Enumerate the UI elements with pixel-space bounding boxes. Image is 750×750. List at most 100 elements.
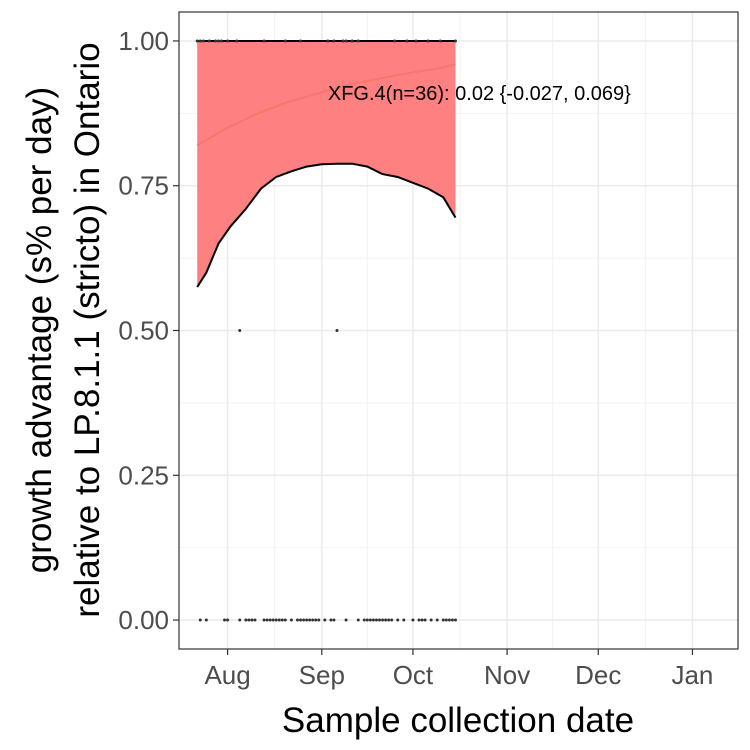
observation-point [299,39,303,43]
observation-point [371,618,375,622]
observation-point [204,618,208,622]
observation-point [429,618,433,622]
observation-point [268,618,272,622]
y-axis-ticks: 0.00 0.25 0.50 0.75 1.00 [118,26,179,635]
observation-point [247,618,251,622]
observation-point [414,39,418,43]
observation-point [289,618,293,622]
x-axis-title: Sample collection date [282,701,634,740]
observation-point [411,618,415,622]
observation-point [420,618,424,622]
observation-point [311,618,315,622]
y-tick-label: 0.00 [118,605,169,635]
observation-point [244,618,248,622]
x-tick-label: Nov [484,660,530,690]
observation-point [198,618,202,622]
observation-point [393,39,397,43]
observation-point [238,329,242,332]
observation-point [356,618,360,622]
y-tick-label: 1.00 [118,26,169,56]
observation-point [329,618,333,622]
observation-point [265,618,269,622]
observation-point [253,618,257,622]
observation-point [277,618,281,622]
observation-point [302,618,306,622]
observation-point [405,39,409,43]
fitted-proportion-line [196,63,456,147]
observation-point [280,618,284,622]
observation-point [274,618,278,622]
observation-point [402,618,406,622]
observation-point [341,39,345,43]
x-axis-ticks: Aug Sep Oct Nov Dec Jan [204,649,713,690]
observation-point [308,618,312,622]
observation-point [368,618,372,622]
x-tick-label: Jan [671,660,713,690]
observation-point [447,618,451,622]
observation-point [362,618,366,622]
observation-point [220,39,224,43]
observation-point [283,39,287,43]
observation-point [438,39,442,43]
observation-point [365,618,369,622]
observation-point [444,618,448,622]
y-tick-label: 0.25 [118,460,169,490]
observation-point [381,618,385,622]
observation-point [417,618,421,622]
observation-point [387,618,391,622]
observation-point [441,618,445,622]
observation-point [453,39,457,43]
observation-point [207,39,211,43]
observation-point [226,39,230,43]
observation-point [213,39,217,43]
x-tick-label: Sep [299,660,345,690]
observation-point [323,618,327,622]
observation-point [317,618,321,622]
observation-point [332,39,336,43]
observation-point [384,618,388,622]
observation-point [350,39,354,43]
x-tick-label: Dec [575,660,621,690]
observation-point [435,618,439,622]
observation-point [250,618,254,622]
observation-point [314,618,318,622]
observation-points [195,39,457,622]
observation-point [390,618,394,622]
y-axis-title-line-2: relative to LP.8.1.1 (stricto) in Ontari… [68,42,107,617]
observation-point [299,618,303,622]
observation-point [396,618,400,622]
observation-point [195,39,199,43]
observation-point [235,39,239,43]
observation-point [271,618,275,622]
y-tick-label: 0.50 [118,316,169,346]
observation-point [226,618,230,622]
observation-point [305,618,309,622]
observation-point [238,618,242,622]
observation-point [216,39,220,43]
observation-point [344,39,348,43]
y-tick-label: 0.75 [118,171,169,201]
observation-point [426,39,430,43]
observation-point [326,39,330,43]
observation-point [198,39,202,43]
observation-point [378,618,382,622]
observation-point [283,618,287,622]
observation-point [344,618,348,622]
x-tick-label: Oct [393,660,434,690]
observation-point [295,618,299,622]
observation-point [335,329,339,332]
observation-point [453,618,457,622]
observation-point [332,618,336,622]
observation-point [223,618,227,622]
growth-annotation: XFG.4(n=36): 0.02 {-0.027, 0.069} [328,83,631,105]
observation-point [423,618,427,622]
observation-point [450,618,454,622]
confidence-lower-line [196,162,457,288]
observation-point [374,618,378,622]
observation-point [356,39,360,43]
observation-point [262,39,266,43]
y-axis-title-line-1: growth advantage (s% per day) [20,87,59,573]
x-tick-label: Aug [204,660,250,690]
observation-point [201,39,205,43]
